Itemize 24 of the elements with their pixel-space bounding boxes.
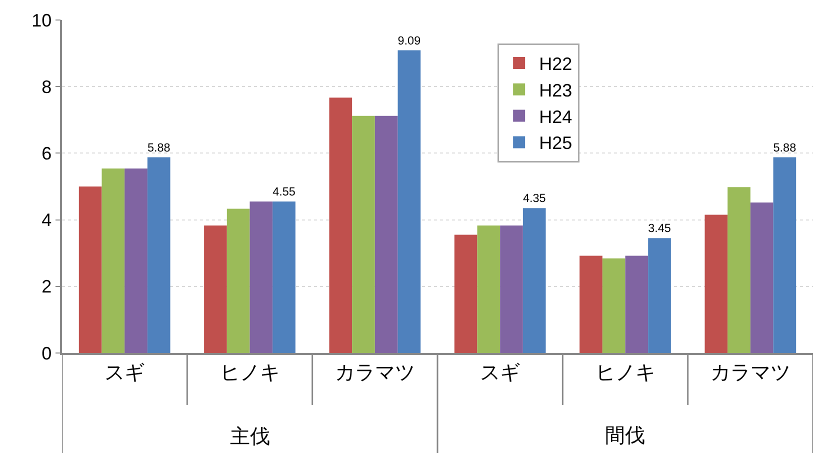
x-tick-label: スギ — [480, 362, 520, 384]
legend-label: H22 — [539, 54, 572, 74]
y-tick-label: 4 — [42, 210, 52, 230]
data-label: 4.35 — [522, 192, 546, 206]
y-tick-label: 6 — [42, 144, 52, 164]
data-label: 9.09 — [398, 34, 421, 48]
text: 間伐 — [605, 425, 645, 447]
x-tick-label: カラマツ — [334, 362, 415, 384]
legend-label: H25 — [539, 133, 572, 154]
y-tick-label: 2 — [42, 276, 52, 297]
data-label: 4.55 — [272, 186, 296, 199]
y-tick-label: 8 — [42, 76, 52, 97]
data-label: 3.45 — [648, 222, 672, 236]
text: 主伐 — [230, 425, 270, 448]
x-tick-label: ヒノキ — [595, 362, 656, 384]
data-label: 5.88 — [147, 141, 171, 154]
legend-label: H24 — [539, 106, 572, 127]
x-tick-label: ヒノキ — [220, 362, 280, 384]
x-tick-label: カラマツ — [710, 362, 790, 384]
x-tick-label: スギ — [104, 362, 145, 384]
y-tick-label: 10 — [32, 10, 52, 30]
data-label: 5.88 — [773, 141, 797, 154]
legend-label: H23 — [539, 80, 572, 100]
y-tick-label: 0 — [42, 343, 52, 364]
